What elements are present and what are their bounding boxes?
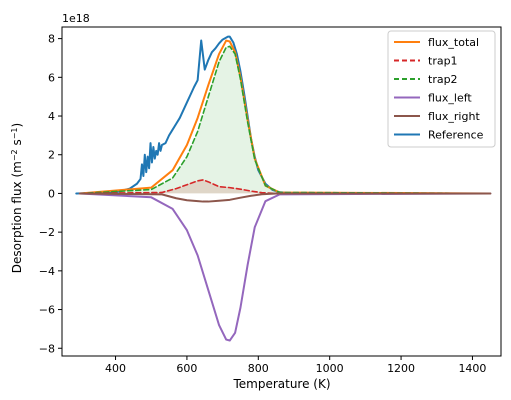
legend-label-reference: Reference bbox=[428, 129, 484, 142]
x-tick-label: 400 bbox=[105, 362, 126, 375]
x-tick-label: 1400 bbox=[458, 362, 486, 375]
y-axis-label-exp1: −2 bbox=[10, 149, 19, 161]
fill-areas bbox=[79, 46, 491, 194]
y-axis-label: Desorption flux (m−2 s−1) bbox=[10, 123, 24, 273]
x-axis: 400 600 800 1000 1200 1400 bbox=[105, 356, 486, 375]
y-axis-label-mid: s bbox=[10, 139, 24, 149]
x-tick-label: 1200 bbox=[387, 362, 415, 375]
y-axis-label-main: Desorption flux (m bbox=[10, 161, 24, 273]
y-tick-label: −8 bbox=[39, 342, 55, 355]
series-lines bbox=[75, 35, 492, 342]
x-axis-label: Temperature (K) bbox=[232, 377, 330, 391]
plot-frame bbox=[61, 26, 502, 357]
y-tick-label: −2 bbox=[39, 226, 55, 239]
series-trap1 bbox=[79, 179, 492, 195]
y-axis-label-exp2: −1 bbox=[10, 127, 19, 139]
legend-label-trap1: trap1 bbox=[428, 55, 458, 68]
y-tick-label: 6 bbox=[48, 71, 55, 84]
y-tick-label: −4 bbox=[39, 265, 55, 278]
y-tick-label: 0 bbox=[48, 187, 55, 200]
y-tick-label: 8 bbox=[48, 33, 55, 46]
legend-label-flux-right: flux_right bbox=[428, 110, 480, 123]
y-tick-label: 2 bbox=[48, 149, 55, 162]
x-tick-label: 600 bbox=[176, 362, 197, 375]
y-axis-label-end: ) bbox=[10, 123, 24, 128]
legend-label-flux-left: flux_left bbox=[428, 92, 472, 105]
y-tick-label: −6 bbox=[39, 304, 55, 317]
series-flux-left bbox=[78, 192, 492, 342]
series-trap2 bbox=[79, 45, 492, 195]
x-tick-label: 800 bbox=[248, 362, 269, 375]
y-tick-label: 4 bbox=[48, 110, 55, 123]
legend: flux_total trap1 trap2 flux_left flux_right R… bbox=[387, 30, 496, 148]
x-tick-label: 1000 bbox=[316, 362, 344, 375]
fill-trap1 bbox=[79, 179, 491, 194]
offset-text: 1e18 bbox=[62, 12, 90, 25]
legend-label-flux-total: flux_total bbox=[428, 36, 479, 49]
legend-label-trap2: trap2 bbox=[428, 73, 458, 86]
series-flux-right bbox=[78, 192, 492, 203]
y-axis: −8 −6 −4 −2 0 2 4 6 8 bbox=[39, 33, 62, 355]
